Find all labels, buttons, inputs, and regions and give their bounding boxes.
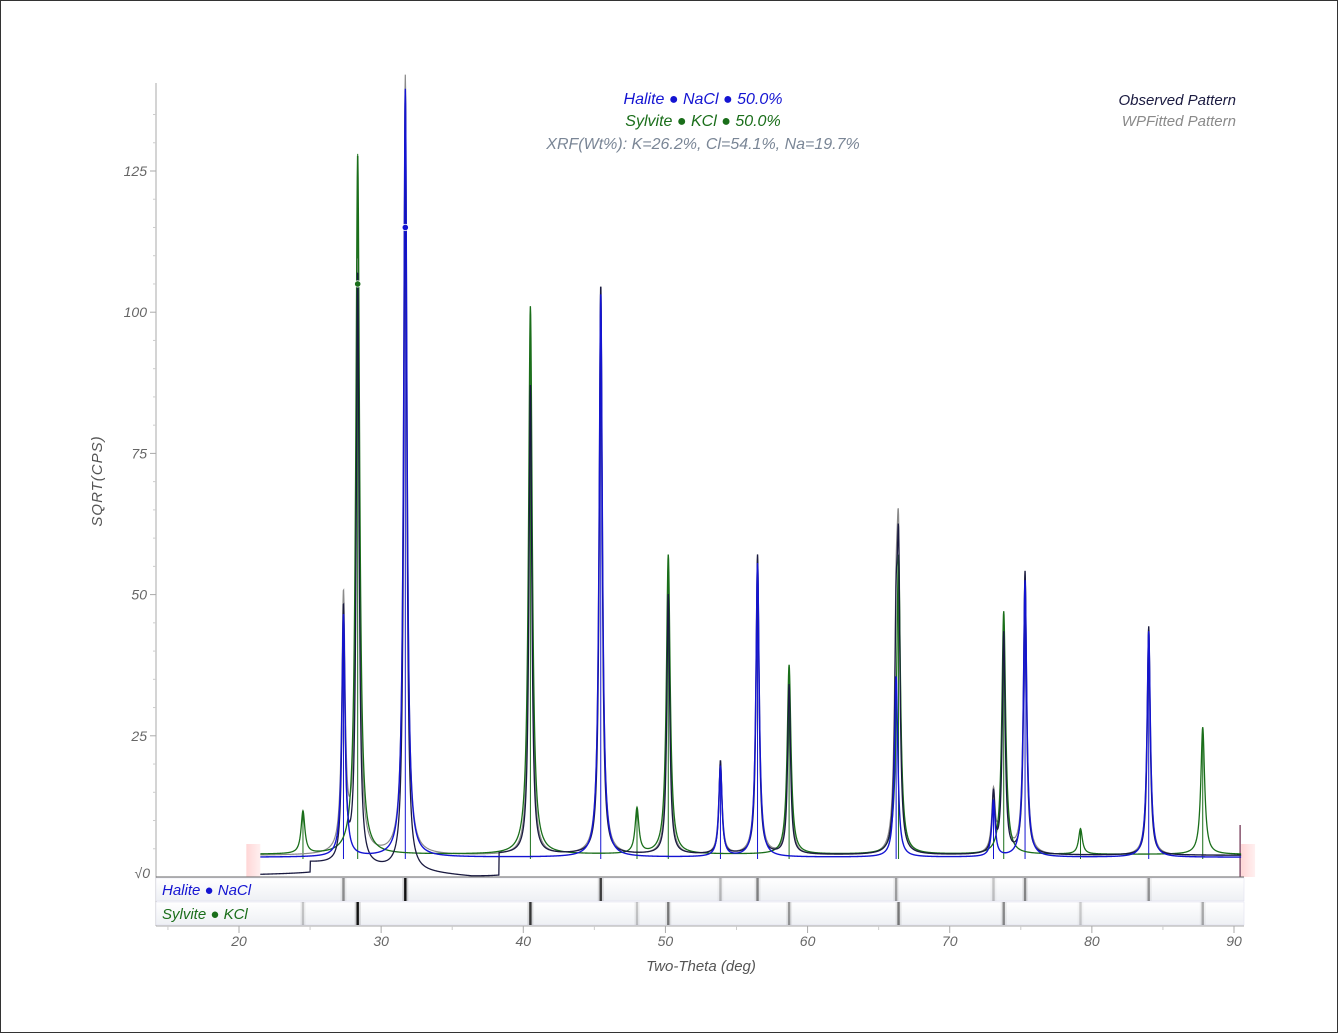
x-tick-label: 90 (1226, 933, 1242, 949)
x-tick-label: 20 (230, 933, 247, 949)
x-tick-label: 80 (1084, 933, 1100, 949)
strip-glow (786, 902, 793, 925)
legend-observed: Observed Pattern (1118, 92, 1236, 109)
halite-strip-line (1147, 878, 1150, 901)
strip-glow (1022, 878, 1029, 901)
sylvite-strip-line (529, 902, 532, 925)
x-ticks: 20 30 40 50 60 70 80 90 (167, 926, 1242, 949)
sylvite-pattern-line (260, 155, 1242, 855)
curves (260, 74, 1242, 877)
x-tick-label: 70 (942, 933, 958, 949)
halite-pattern-line (260, 88, 1242, 858)
strip-glow (1145, 878, 1152, 901)
sylvite-strip-line (1201, 902, 1204, 925)
legend-fitted: WPFitted Pattern (1122, 113, 1236, 130)
y-tick-label: 50 (131, 587, 147, 603)
strip-glow (1199, 902, 1206, 925)
x-tick-label: 50 (658, 933, 674, 949)
y-zero-label: √0 (135, 865, 151, 881)
axes (155, 83, 1244, 927)
y-tick-label: 25 (130, 728, 147, 744)
x-axis-title: Two-Theta (deg) (646, 958, 756, 975)
y-tick-label: 125 (124, 163, 148, 179)
xrf-annotation: XRF(Wt%): K=26.2%, Cl=54.1%, Na=19.7% (545, 136, 859, 153)
y-axis-title: SQRT(CPS) (89, 435, 106, 526)
highlight-points (354, 223, 409, 288)
strip-glow (1000, 902, 1007, 925)
strip-glow (340, 878, 347, 901)
range-markers (246, 825, 1256, 877)
halite-strip-label: Halite ● NaCl (162, 882, 252, 899)
strip-glow (754, 878, 761, 901)
sylvite-strip-line (787, 902, 791, 925)
halite-strip-line (342, 878, 345, 901)
range-marker (1241, 844, 1256, 877)
halite-strip-line (719, 878, 722, 901)
sylvite-strip-line (667, 902, 670, 925)
halite-strip-line (756, 878, 759, 901)
strip-lines (301, 878, 1206, 925)
range-marker (246, 844, 261, 877)
halite-strip-line (992, 878, 995, 901)
y-tick-label: 100 (124, 304, 148, 320)
halite-strip-line (404, 878, 407, 901)
x-tick-label: 30 (373, 933, 389, 949)
sylvite-strip-line (301, 902, 305, 925)
y-ticks: 25 50 75 100 125 √0 (124, 114, 156, 881)
strip-glow (893, 878, 900, 901)
x-tick-label: 40 (515, 933, 531, 949)
halite-annotation: Halite ● NaCl ● 50.0% (624, 91, 783, 108)
highlight-point (401, 223, 409, 232)
phase-sticks (302, 88, 1204, 859)
halite-strip (155, 877, 1245, 902)
sylvite-annotation: Sylvite ● KCl ● 50.0% (625, 113, 780, 130)
halite-strip-line (1023, 878, 1027, 901)
sylvite-strip-line (1002, 902, 1005, 925)
halite-strip-line (894, 878, 898, 901)
phase-strips: Halite ● NaCl Sylvite ● KCl (155, 877, 1245, 926)
sylvite-strip-line (1079, 902, 1082, 925)
sylvite-strip-line (635, 902, 639, 925)
sylvite-strip-line (356, 902, 359, 925)
sylvite-strip-line (897, 902, 900, 925)
sylvite-strip-label: Sylvite ● KCl (162, 906, 248, 923)
halite-strip-line (599, 878, 602, 901)
y-tick-label: 75 (131, 445, 147, 461)
sylvite-strip (155, 901, 1245, 926)
highlight-point (354, 280, 362, 288)
x-tick-label: 60 (800, 933, 816, 949)
